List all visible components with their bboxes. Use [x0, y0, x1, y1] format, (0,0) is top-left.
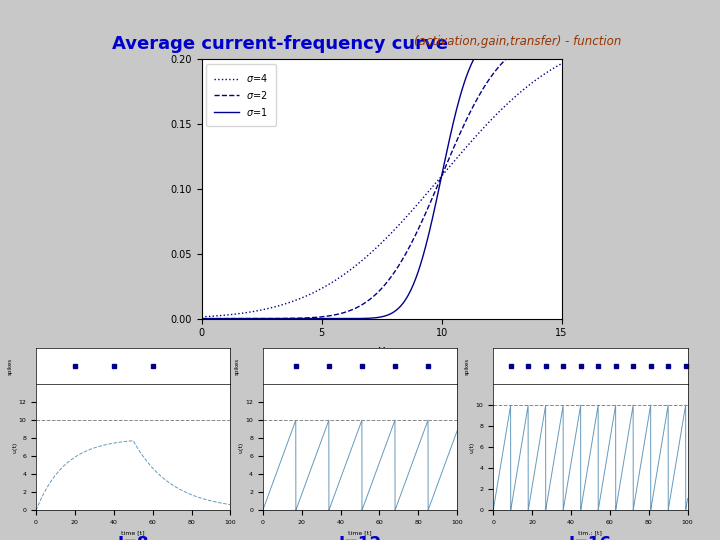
$\sigma$=2: [438, 172, 446, 178]
$\sigma$=4: [197, 314, 206, 320]
Y-axis label: u(t): u(t): [12, 442, 17, 453]
Y-axis label: u(t): u(t): [239, 442, 244, 453]
$\sigma$=4: [290, 298, 299, 304]
$\sigma$=4: [557, 60, 566, 67]
$\sigma$=1: [197, 315, 206, 322]
Y-axis label: spikes: spikes: [465, 357, 470, 375]
$\sigma$=1: [410, 280, 418, 287]
Line: $\sigma$=1: $\sigma$=1: [202, 33, 562, 319]
$\sigma$=2: [468, 104, 477, 111]
Y-axis label: spikes: spikes: [235, 357, 240, 375]
$\sigma$=2: [290, 315, 299, 321]
Legend: $\sigma$=4, $\sigma$=2, $\sigma$=1: $\sigma$=4, $\sigma$=2, $\sigma$=1: [207, 64, 276, 125]
$\sigma$=1: [438, 171, 446, 177]
Text: I=8: I=8: [117, 535, 149, 540]
$\sigma$=1: [261, 315, 269, 322]
$\sigma$=4: [468, 137, 477, 143]
$\sigma$=2: [360, 300, 369, 306]
$\sigma$=4: [360, 255, 369, 262]
$\sigma$=1: [360, 315, 369, 322]
$\sigma$=1: [468, 58, 477, 65]
$\sigma$=4: [261, 306, 269, 312]
Y-axis label: spikes: spikes: [8, 357, 13, 375]
$\sigma$=1: [290, 315, 299, 322]
$\sigma$=4: [438, 172, 446, 179]
$\sigma$=1: [557, 30, 566, 37]
Y-axis label: u(t): u(t): [469, 442, 474, 453]
Text: I=16: I=16: [569, 535, 612, 540]
Text: Average current-frequency curve: Average current-frequency curve: [112, 35, 448, 53]
$\sigma$=2: [557, 32, 566, 38]
$\sigma$=2: [261, 315, 269, 322]
Line: $\sigma$=2: $\sigma$=2: [202, 35, 562, 319]
Text: (activation,gain,transfer) - function: (activation,gain,transfer) - function: [414, 35, 621, 48]
X-axis label: tim.: [t]: tim.: [t]: [578, 531, 603, 536]
X-axis label: μ: μ: [378, 344, 385, 357]
Line: $\sigma$=4: $\sigma$=4: [202, 64, 562, 317]
X-axis label: time [t]: time [t]: [348, 531, 372, 536]
X-axis label: time [t]: time [t]: [122, 531, 145, 536]
$\sigma$=4: [410, 205, 418, 212]
$\sigma$=2: [197, 315, 206, 322]
Text: I=12: I=12: [338, 535, 382, 540]
$\sigma$=2: [410, 235, 418, 242]
